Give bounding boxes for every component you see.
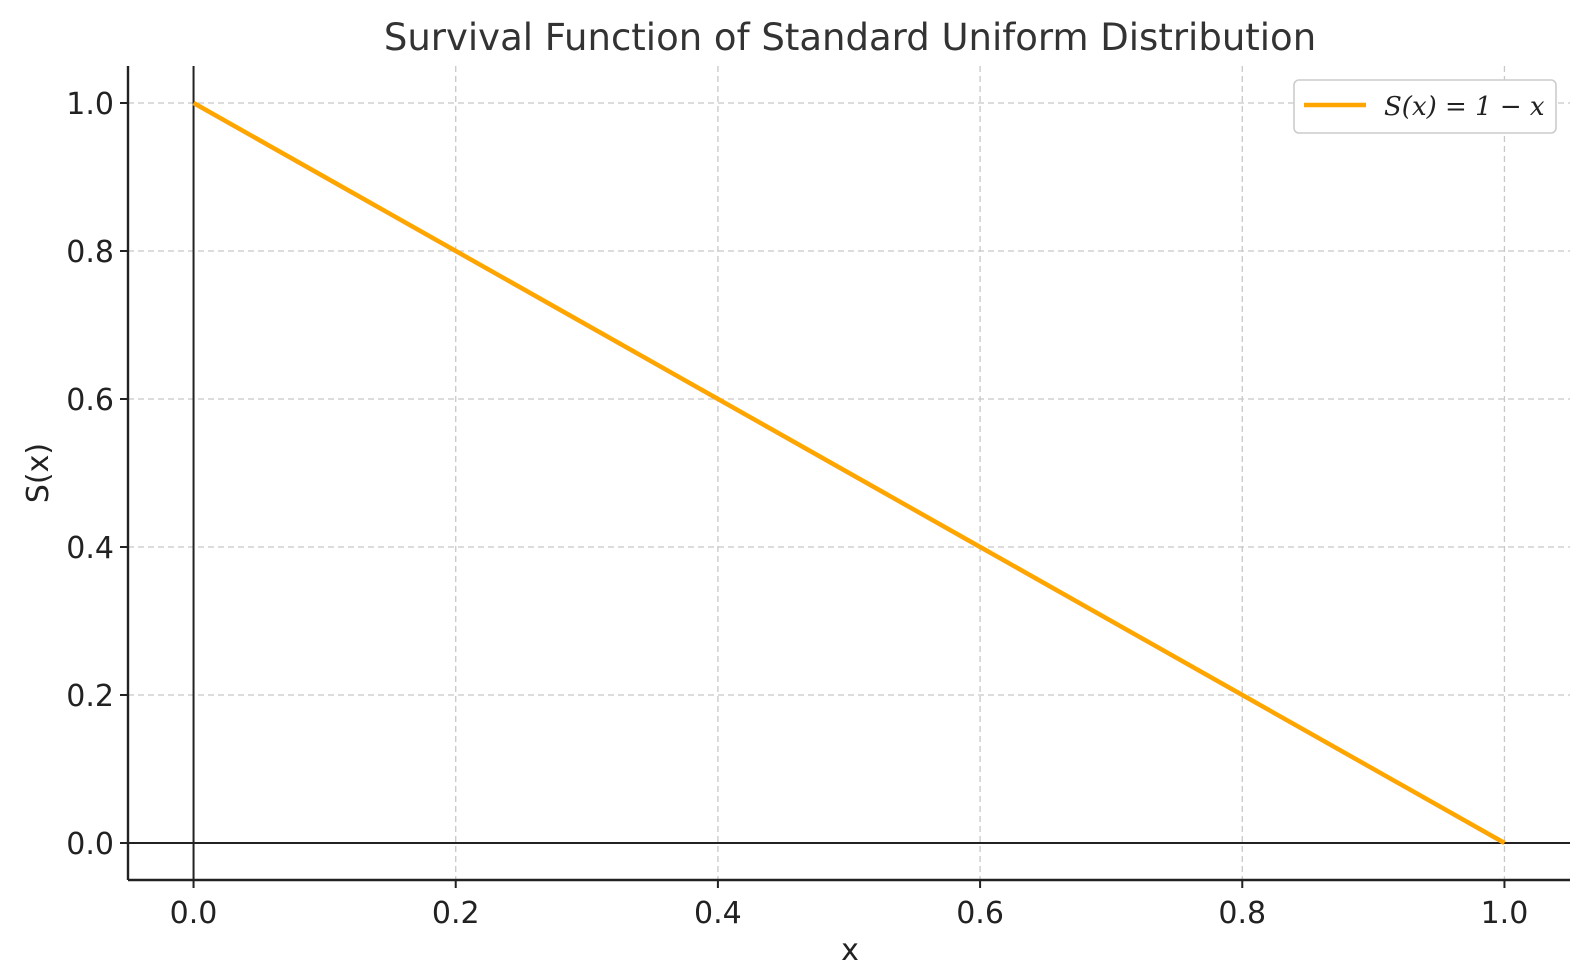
y-tick-label: 0.4 bbox=[66, 531, 114, 566]
x-axis-label: x bbox=[841, 933, 859, 968]
reference-lines bbox=[128, 66, 1570, 880]
y-tick-label: 0.8 bbox=[66, 235, 114, 270]
y-tick-label: 0.6 bbox=[66, 383, 114, 418]
legend-entry-label: S(x) = 1 − x bbox=[1384, 92, 1545, 122]
x-tick-label: 0.6 bbox=[956, 896, 1004, 931]
x-tick-label: 0.4 bbox=[694, 896, 742, 931]
x-ticks: 0.0 0.2 0.4 0.6 0.8 1.0 bbox=[170, 880, 1529, 931]
series-line bbox=[192, 101, 1506, 845]
legend: S(x) = 1 − x bbox=[1293, 79, 1557, 134]
legend-box bbox=[1293, 79, 1557, 134]
chart-title: Survival Function of Standard Uniform Di… bbox=[384, 16, 1316, 59]
y-tick-label: 0.2 bbox=[66, 679, 114, 714]
x-tick-label: 1.0 bbox=[1481, 896, 1529, 931]
x-tick-label: 0.8 bbox=[1218, 896, 1266, 931]
y-tick-label: 1.0 bbox=[66, 87, 114, 122]
y-axis-label: S(x) bbox=[21, 443, 56, 503]
y-tick-label: 0.0 bbox=[66, 827, 114, 862]
series-layer bbox=[192, 101, 1506, 845]
x-tick-label: 0.2 bbox=[432, 896, 480, 931]
y-ticks: 0.0 0.2 0.4 0.6 0.8 1.0 bbox=[66, 87, 128, 862]
x-tick-label: 0.0 bbox=[170, 896, 218, 931]
